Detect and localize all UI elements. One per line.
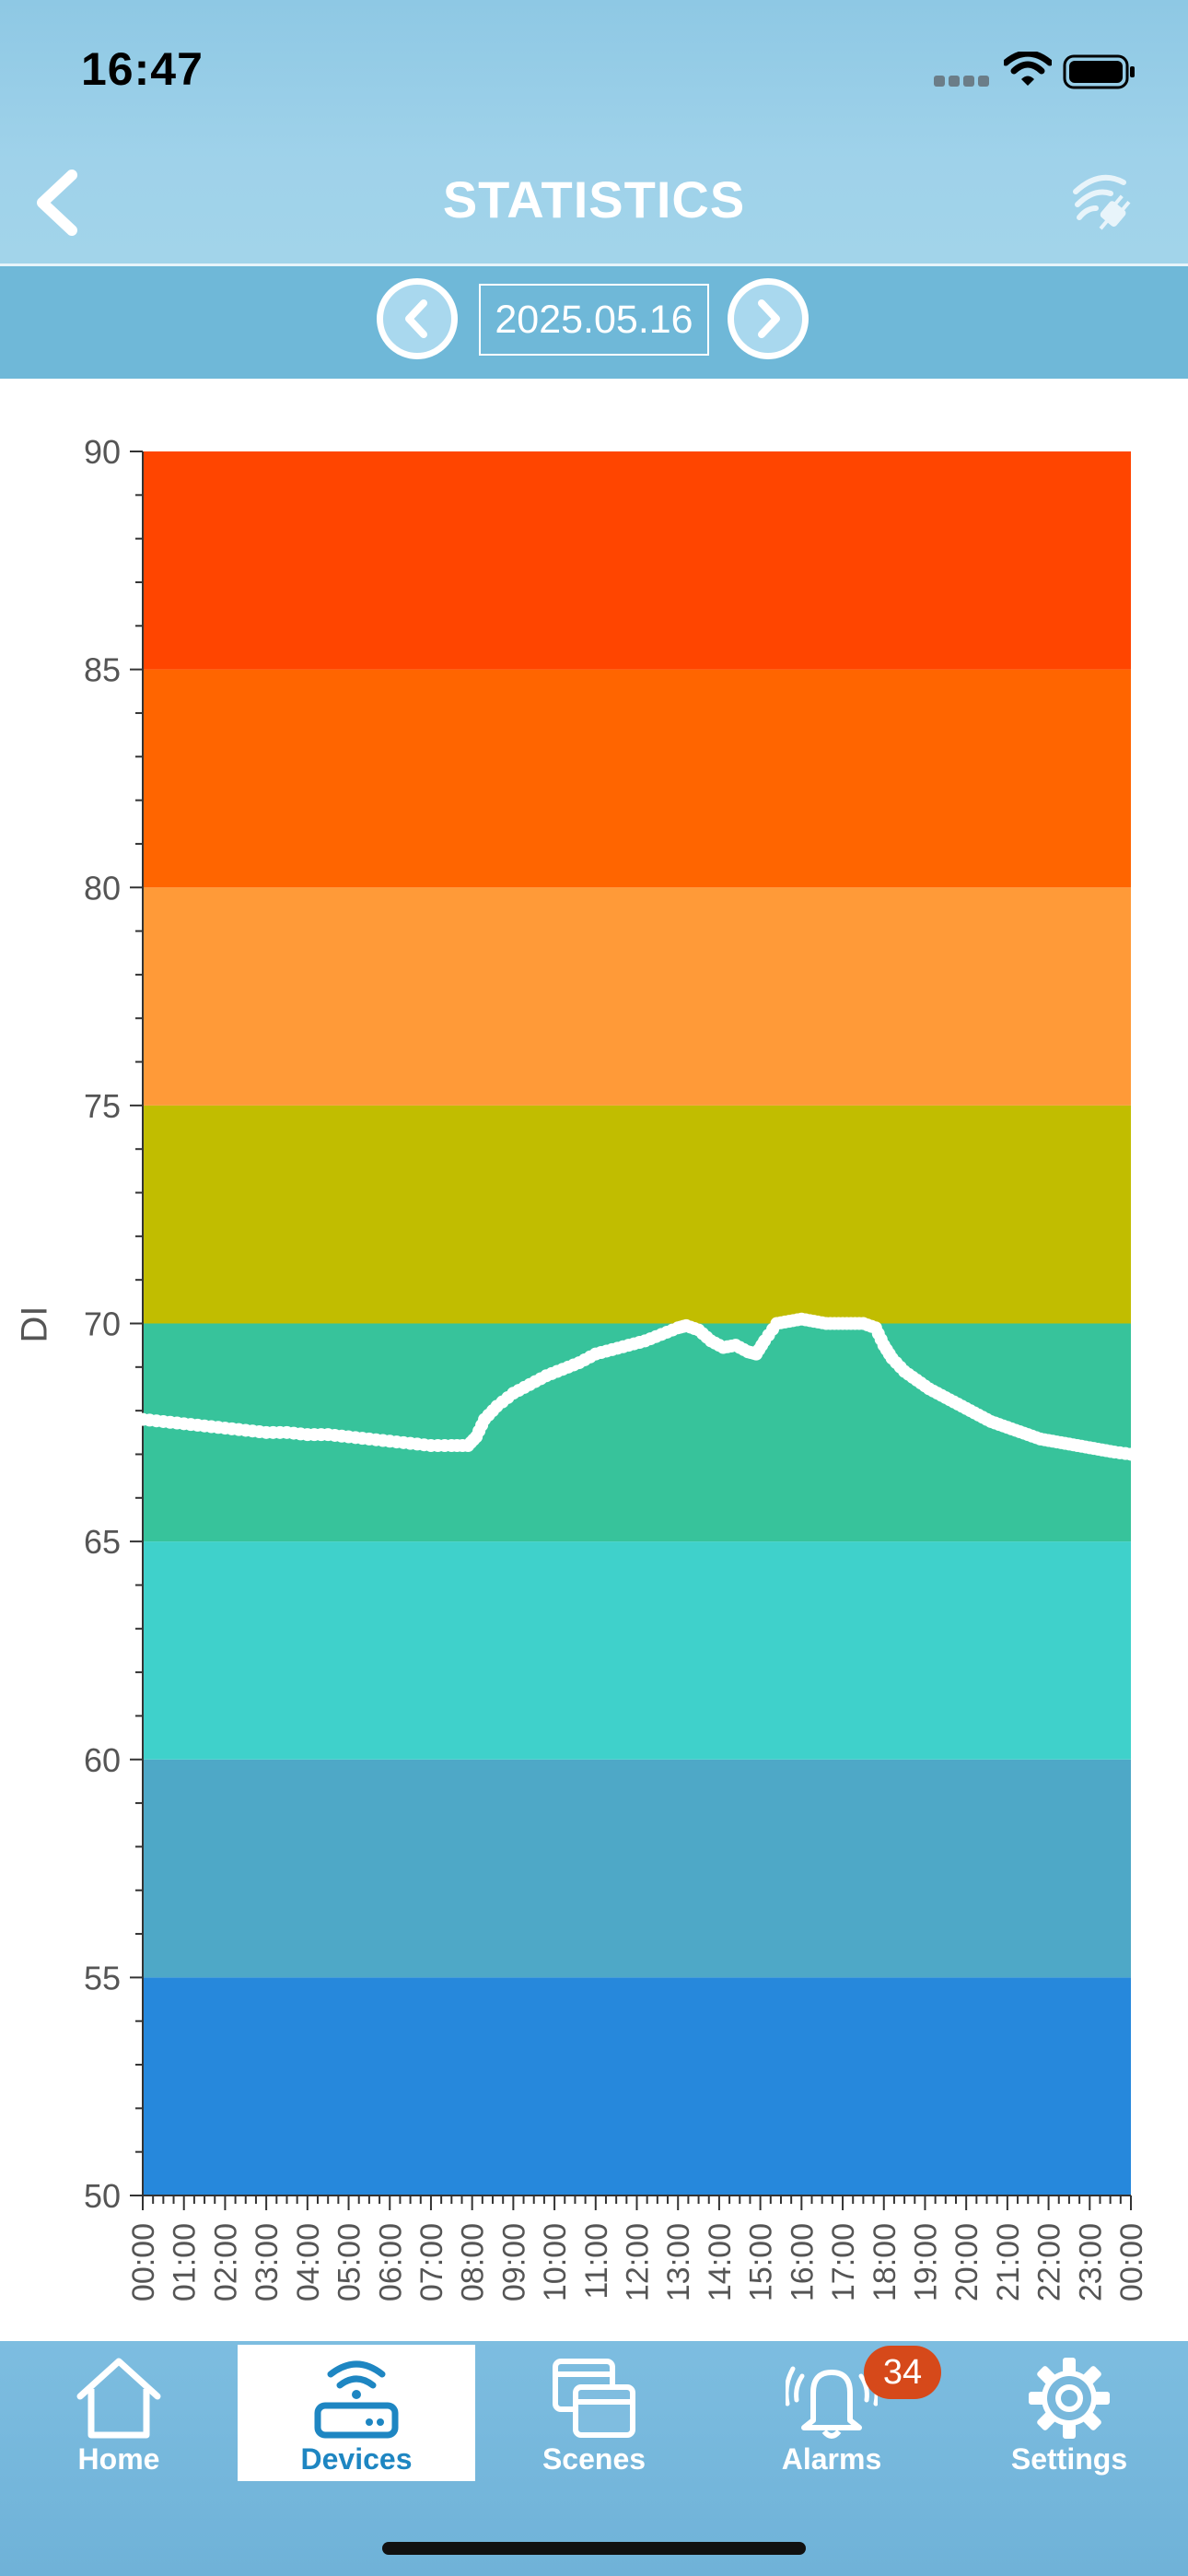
y-tick-label: 55 [84,1959,121,1996]
x-tick-label: 15:00 [744,2223,779,2301]
chart-band-85-90 [143,451,1131,670]
alarms-count-badge: 34 [864,2346,941,2399]
statistics-chart: 90 85 80 75 70 65 60 55 50 00:00 01:00 02:00 03:00 04… [0,379,1188,2341]
x-tick-label: 06:00 [373,2223,408,2301]
x-tick-label: 20:00 [949,2223,984,2301]
wireless-plug-icon[interactable] [1066,164,1140,238]
y-tick-label: 70 [84,1306,121,1343]
header-divider [0,263,1188,266]
chevron-left-icon [37,170,77,236]
chevron-right-circle-icon [758,299,780,338]
tab-devices[interactable]: Devices [238,2345,475,2481]
header-bar [0,0,1188,265]
x-tick-label: 00:00 [1114,2223,1149,2301]
tab-settings[interactable]: Settings [950,2345,1188,2481]
y-tick-label: 65 [84,1523,121,1561]
chart-band-80-85 [143,669,1131,888]
y-tick-label: 80 [84,869,121,907]
y-tick-label: 75 [84,1087,121,1125]
chart-band-60-65 [143,1541,1131,1760]
x-tick-label: 07:00 [414,2223,449,2301]
bottom-tab-bar [0,2341,1188,2576]
x-tick-label: 22:00 [1032,2223,1067,2301]
next-date-button[interactable] [728,278,809,359]
tab-home-label: Home [77,2442,160,2476]
back-button[interactable] [28,157,101,240]
chart-band-50-55 [143,1977,1131,2195]
tab-scenes-label: Scenes [542,2442,646,2476]
x-tick-label: 18:00 [868,2223,903,2301]
chart-band-70-75 [143,1105,1131,1324]
x-tick-label: 02:00 [208,2223,243,2301]
x-tick-label: 03:00 [250,2223,285,2301]
y-tick-label: 90 [84,433,121,471]
x-tick-label: 23:00 [1073,2223,1108,2301]
x-tick-label: 04:00 [291,2223,326,2301]
x-tick-label: 09:00 [496,2223,531,2301]
x-tick-label: 19:00 [908,2223,943,2301]
x-tick-label: 17:00 [826,2223,861,2301]
battery-icon [1063,54,1135,89]
y-axis-title: DI [14,1306,55,1343]
gear-icon [1029,2358,1110,2439]
home-indicator [382,2542,806,2555]
wifi-icon [1004,52,1052,86]
tab-devices-label: Devices [300,2442,413,2476]
x-tick-label: 08:00 [456,2223,491,2301]
x-tick-label: 01:00 [168,2223,203,2301]
chevron-left-circle-icon [405,299,427,338]
home-icon [76,2358,161,2439]
tab-scenes[interactable]: Scenes [475,2345,713,2481]
scenes-icon [553,2359,635,2438]
data-point [1124,1447,1137,1461]
tab-alarms-label: Alarms [781,2442,882,2476]
x-tick-label: 00:00 [126,2223,161,2301]
tab-home[interactable]: Home [0,2345,238,2481]
y-tick-label: 85 [84,651,121,689]
x-tick-label: 14:00 [703,2223,738,2301]
x-tick-label: 16:00 [785,2223,820,2301]
x-tick-label: 12:00 [621,2223,656,2301]
x-tick-label: 13:00 [661,2223,696,2301]
previous-date-button[interactable] [377,278,458,359]
y-tick-label: 50 [84,2177,121,2215]
page-title: STATISTICS [442,170,746,228]
x-tick-label: 21:00 [991,2223,1026,2301]
y-tick-label: 60 [84,1741,121,1779]
x-tick-label: 05:00 [332,2223,367,2301]
date-label[interactable]: 2025.05.16 [479,284,709,356]
cellular-signal-icon [934,76,989,87]
chart-band-55-60 [143,1759,1131,1978]
chart-band-75-80 [143,887,1131,1106]
router-wifi-icon [314,2360,399,2439]
status-time: 16:47 [81,43,204,95]
tab-alarms[interactable]: Alarms [713,2345,950,2481]
x-tick-label: 10:00 [538,2223,573,2301]
x-tick-label: 11:00 [579,2223,614,2300]
tab-settings-label: Settings [1010,2442,1128,2476]
